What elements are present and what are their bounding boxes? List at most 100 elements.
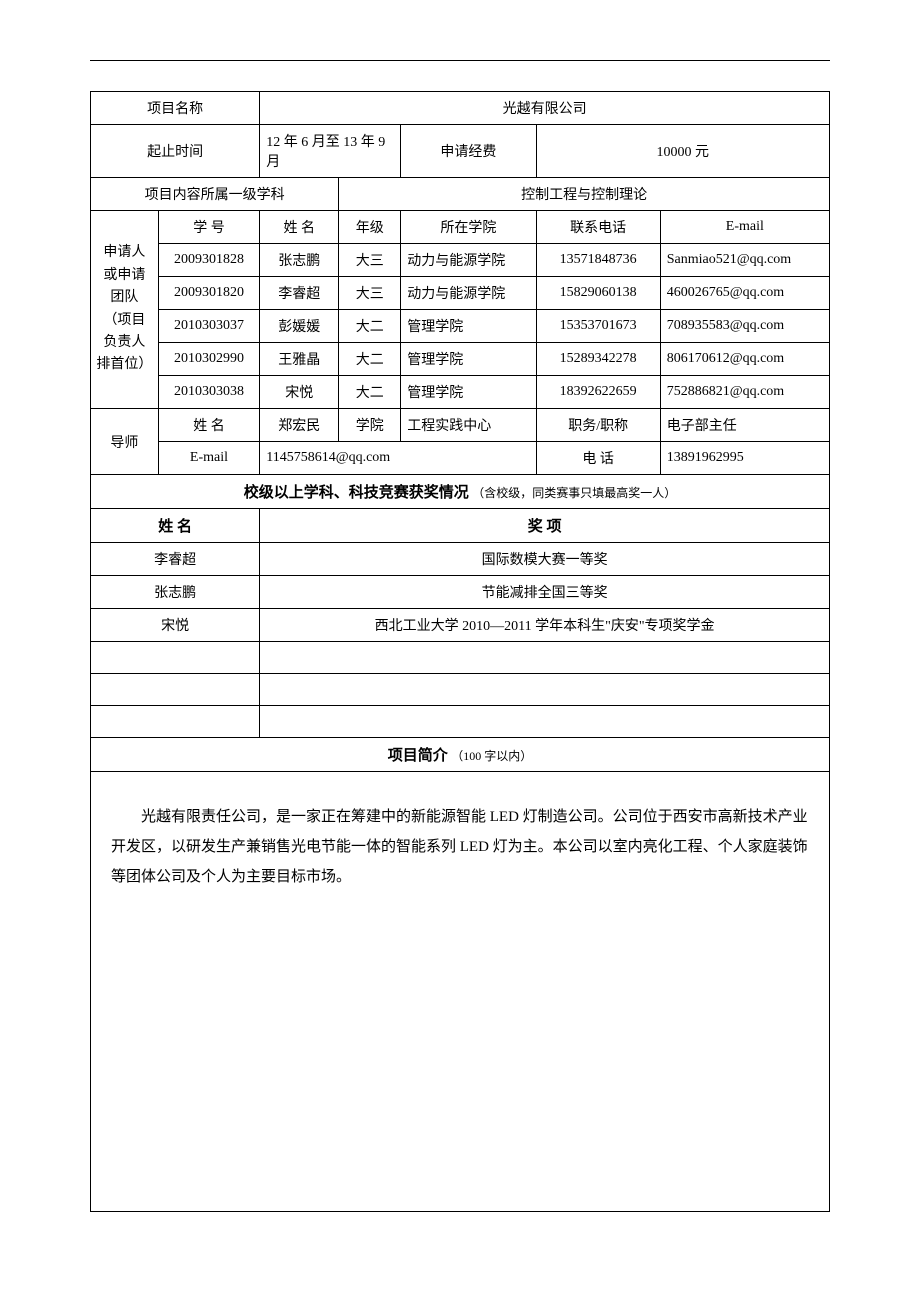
advisor-phone-label: 电 话 [536,442,660,475]
table-row: 项目内容所属一级学科 控制工程与控制理论 [91,178,830,211]
awards-title: 校级以上学科、科技竞赛获奖情况 [244,485,469,501]
applicant-college: 管理学院 [401,376,536,409]
applicant-name: 彭媛媛 [260,310,339,343]
table-row [91,674,830,706]
project-name-label: 项目名称 [91,92,260,125]
applicant-phone: 18392622659 [536,376,660,409]
advisor-title-label: 职务/职称 [536,409,660,442]
applicant-id: 2010303037 [158,310,260,343]
table-row: 姓 名 奖 项 [91,509,830,543]
applicant-phone: 15353701673 [536,310,660,343]
award-value: 国际数模大赛一等奖 [260,543,830,576]
awards-note: （含校级，同类赛事只填最高奖一人） [472,486,676,500]
applicant-email: 752886821@qq.com [660,376,829,409]
applicant-grade: 大二 [339,376,401,409]
advisor-title-value: 电子部主任 [660,409,829,442]
advisor-phone-value: 13891962995 [660,442,829,475]
applicant-college: 动力与能源学院 [401,277,536,310]
award-name [91,706,260,738]
period-value: 12 年 6 月至 13 年 9 月 [260,125,401,178]
applicant-email: 708935583@qq.com [660,310,829,343]
project-name-value: 光越有限公司 [260,92,830,125]
table-row: 2010302990 王雅晶 大二 管理学院 15289342278 80617… [91,343,830,376]
applicant-grade: 大三 [339,244,401,277]
applicant-name: 李睿超 [260,277,339,310]
applicant-email: 806170612@qq.com [660,343,829,376]
applicant-phone: 15289342278 [536,343,660,376]
applicant-label-line: 团队 [110,290,138,305]
table-row: 2009301820 李睿超 大三 动力与能源学院 15829060138 46… [91,277,830,310]
table-row: 张志鹏 节能减排全国三等奖 [91,576,830,609]
applicant-label-line: 排首位） [96,357,152,372]
budget-label: 申请经费 [401,125,536,178]
applicant-name: 宋悦 [260,376,339,409]
applicant-group-label: 申请人 或申请 团队 （项目 负责人 排首位） [91,211,159,409]
table-row [91,642,830,674]
period-label: 起止时间 [91,125,260,178]
col-grade: 年级 [339,211,401,244]
table-row: 项目名称 光越有限公司 [91,92,830,125]
award-value: 西北工业大学 2010—2011 学年本科生"庆安"专项奖学金 [260,609,830,642]
table-row: 申请人 或申请 团队 （项目 负责人 排首位） 学 号 姓 名 年级 所在学院 … [91,211,830,244]
col-id: 学 号 [158,211,260,244]
table-row: 项目简介 （100 字以内） [91,738,830,772]
award-name: 李睿超 [91,543,260,576]
applicant-college: 管理学院 [401,310,536,343]
table-row: 2009301828 张志鹏 大三 动力与能源学院 13571848736 Sa… [91,244,830,277]
award-name [91,674,260,706]
awards-award-header: 奖 项 [260,509,830,543]
applicant-grade: 大二 [339,343,401,376]
application-form-table: 项目名称 光越有限公司 起止时间 12 年 6 月至 13 年 9 月 申请经费… [90,91,830,1212]
applicant-id: 2009301820 [158,277,260,310]
applicant-name: 王雅晶 [260,343,339,376]
advisor-college-label: 学院 [339,409,401,442]
table-row: 2010303037 彭媛媛 大二 管理学院 15353701673 70893… [91,310,830,343]
award-name: 张志鹏 [91,576,260,609]
awards-section-header: 校级以上学科、科技竞赛获奖情况 （含校级，同类赛事只填最高奖一人） [91,475,830,509]
intro-body: 光越有限责任公司，是一家正在筹建中的新能源智能 LED 灯制造公司。公司位于西安… [91,772,830,1212]
subject-label: 项目内容所属一级学科 [91,178,339,211]
applicant-id: 2010302990 [158,343,260,376]
applicant-label-line: （项目 [103,313,145,328]
applicant-label-line: 负责人 [103,335,145,350]
applicant-grade: 大三 [339,277,401,310]
budget-value: 10000 元 [536,125,829,178]
table-row: 2010303038 宋悦 大二 管理学院 18392622659 752886… [91,376,830,409]
advisor-name-value: 郑宏民 [260,409,339,442]
table-row [91,706,830,738]
advisor-college-value: 工程实践中心 [401,409,536,442]
table-row: 导师 姓 名 郑宏民 学院 工程实践中心 职务/职称 电子部主任 [91,409,830,442]
awards-name-header-text: 姓 名 [158,519,192,535]
applicant-college: 管理学院 [401,343,536,376]
advisor-email-label: E-mail [158,442,260,475]
advisor-label: 导师 [91,409,159,475]
table-row: 校级以上学科、科技竞赛获奖情况 （含校级，同类赛事只填最高奖一人） [91,475,830,509]
subject-value: 控制工程与控制理论 [339,178,830,211]
table-row: 光越有限责任公司，是一家正在筹建中的新能源智能 LED 灯制造公司。公司位于西安… [91,772,830,1212]
advisor-email-value: 1145758614@qq.com [260,442,536,475]
table-row: E-mail 1145758614@qq.com 电 话 13891962995 [91,442,830,475]
intro-note: （100 字以内） [451,749,532,763]
table-row: 起止时间 12 年 6 月至 13 年 9 月 申请经费 10000 元 [91,125,830,178]
applicant-id: 2010303038 [158,376,260,409]
awards-award-header-text: 奖 项 [528,519,562,535]
intro-header: 项目简介 （100 字以内） [91,738,830,772]
col-college: 所在学院 [401,211,536,244]
applicant-label-line: 或申请 [103,268,145,283]
applicant-id: 2009301828 [158,244,260,277]
applicant-grade: 大二 [339,310,401,343]
col-name: 姓 名 [260,211,339,244]
advisor-name-label: 姓 名 [158,409,260,442]
award-value [260,706,830,738]
awards-name-header: 姓 名 [91,509,260,543]
award-value: 节能减排全国三等奖 [260,576,830,609]
applicant-email: 460026765@qq.com [660,277,829,310]
award-value [260,642,830,674]
award-name [91,642,260,674]
applicant-college: 动力与能源学院 [401,244,536,277]
top-divider [90,60,830,61]
intro-title: 项目简介 [388,748,448,764]
applicant-phone: 15829060138 [536,277,660,310]
table-row: 李睿超 国际数模大赛一等奖 [91,543,830,576]
award-value [260,674,830,706]
